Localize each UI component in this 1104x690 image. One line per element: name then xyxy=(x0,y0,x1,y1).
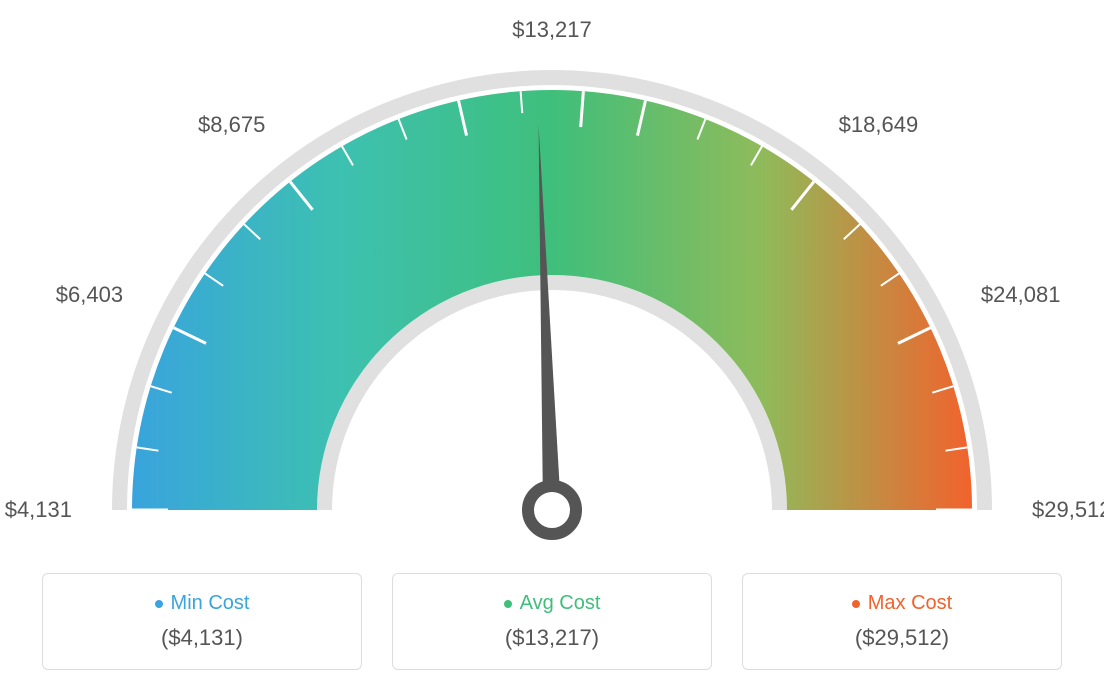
legend-avg-title-text: Avg Cost xyxy=(520,592,601,614)
scale-label: $6,403 xyxy=(56,282,123,308)
legend-min-title-text: Min Cost xyxy=(171,592,250,614)
scale-label: $24,081 xyxy=(981,282,1061,308)
legend-min-title: Min Cost xyxy=(53,592,351,615)
legend-avg-box: Avg Cost ($13,217) xyxy=(392,573,712,670)
scale-label: $29,512 xyxy=(1032,497,1104,523)
gauge-area: $4,131 $6,403 $8,675 $13,217 $18,649 $24,081 $… xyxy=(0,0,1104,540)
scale-label: $18,649 xyxy=(839,112,919,138)
scale-label: $8,675 xyxy=(198,112,265,138)
legend-min-value: ($4,131) xyxy=(53,625,351,651)
legend-avg-title: Avg Cost xyxy=(403,592,701,615)
dot-icon xyxy=(155,600,163,608)
chart-container: $4,131 $6,403 $8,675 $13,217 $18,649 $24,081 $… xyxy=(0,0,1104,690)
scale-label: $4,131 xyxy=(5,497,72,523)
legend-avg-value: ($13,217) xyxy=(403,625,701,651)
legend-max-value: ($29,512) xyxy=(753,625,1051,651)
legend-min-box: Min Cost ($4,131) xyxy=(42,573,362,670)
legend-max-title: Max Cost xyxy=(753,592,1051,615)
dot-icon xyxy=(852,600,860,608)
legend-max-box: Max Cost ($29,512) xyxy=(742,573,1062,670)
scale-label: $13,217 xyxy=(512,17,592,43)
legend-row: Min Cost ($4,131) Avg Cost ($13,217) Max… xyxy=(0,573,1104,670)
legend-max-title-text: Max Cost xyxy=(868,592,952,614)
gauge-svg xyxy=(0,20,1104,560)
dot-icon xyxy=(504,600,512,608)
